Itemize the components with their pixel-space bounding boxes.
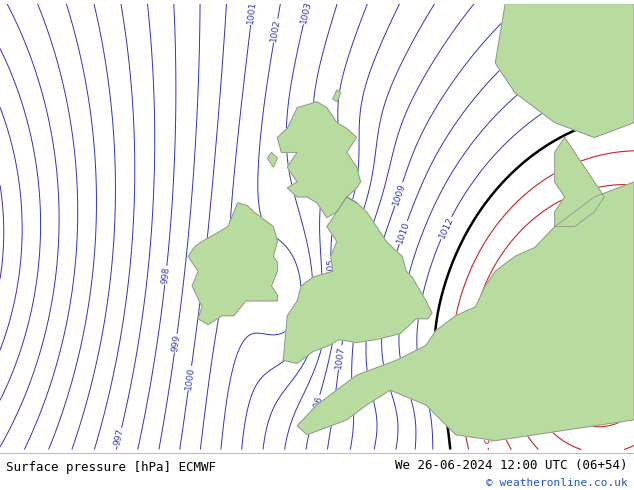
Text: 1011: 1011 <box>399 372 414 396</box>
Text: 1012: 1012 <box>437 216 455 240</box>
Text: 1000: 1000 <box>184 366 196 390</box>
Text: 1005: 1005 <box>326 257 335 280</box>
Polygon shape <box>297 182 634 441</box>
Text: 1018: 1018 <box>524 392 543 418</box>
Text: 1010: 1010 <box>395 220 411 245</box>
Text: 1008: 1008 <box>350 308 361 332</box>
Polygon shape <box>555 138 604 226</box>
Text: We 26-06-2024 12:00 UTC (06+54): We 26-06-2024 12:00 UTC (06+54) <box>395 459 628 471</box>
Text: Surface pressure [hPa] ECMWF: Surface pressure [hPa] ECMWF <box>6 462 216 474</box>
Text: 1015: 1015 <box>475 421 492 447</box>
Polygon shape <box>268 152 278 167</box>
Polygon shape <box>495 4 634 138</box>
Text: 998: 998 <box>160 266 171 284</box>
Text: 1003: 1003 <box>299 0 313 24</box>
Polygon shape <box>333 90 341 102</box>
Text: © weatheronline.co.uk: © weatheronline.co.uk <box>486 478 628 489</box>
Text: 1004: 1004 <box>311 139 324 163</box>
Text: 1001: 1001 <box>247 0 258 24</box>
Text: 999: 999 <box>170 334 181 352</box>
Text: 1006: 1006 <box>309 394 324 419</box>
Text: 997: 997 <box>113 428 126 446</box>
Text: 1007: 1007 <box>334 345 346 369</box>
Polygon shape <box>283 197 432 363</box>
Polygon shape <box>278 102 361 218</box>
Text: 1009: 1009 <box>391 182 406 206</box>
Text: 1013: 1013 <box>432 369 448 399</box>
Text: 1019: 1019 <box>537 324 554 350</box>
Text: 1014: 1014 <box>454 401 469 427</box>
Text: 1016: 1016 <box>484 383 499 409</box>
Polygon shape <box>188 203 278 325</box>
Text: 1002: 1002 <box>269 19 282 43</box>
Text: 1017: 1017 <box>505 302 522 329</box>
